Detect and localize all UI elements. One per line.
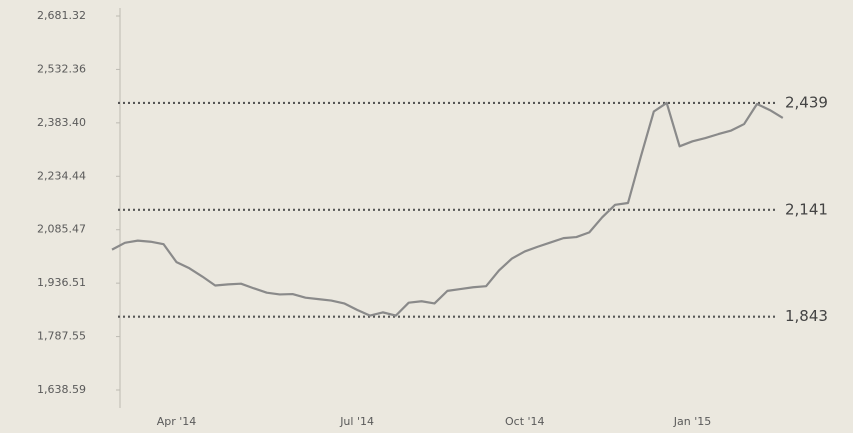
x-tick-label: Jul '14 xyxy=(339,415,374,428)
y-tick-label: 1,936.51 xyxy=(37,276,86,289)
y-tick-label: 2,234.44 xyxy=(37,169,86,182)
x-tick-label: Jan '15 xyxy=(673,415,711,428)
reference-label: 2,439 xyxy=(785,93,828,111)
reference-label: 2,141 xyxy=(785,200,828,218)
x-tick-label: Apr '14 xyxy=(157,415,197,428)
y-tick-label: 2,383.40 xyxy=(37,116,86,129)
x-tick-label: Oct '14 xyxy=(505,415,545,428)
line-series xyxy=(111,101,784,317)
y-tick-label: 1,638.59 xyxy=(37,383,86,396)
y-tick-label: 2,532.36 xyxy=(37,62,86,75)
y-tick-label: 2,085.47 xyxy=(37,223,86,236)
y-tick-label: 1,787.55 xyxy=(37,330,86,343)
y-tick-label: 2,681.32 xyxy=(37,9,86,22)
reference-label: 1,843 xyxy=(785,307,828,325)
